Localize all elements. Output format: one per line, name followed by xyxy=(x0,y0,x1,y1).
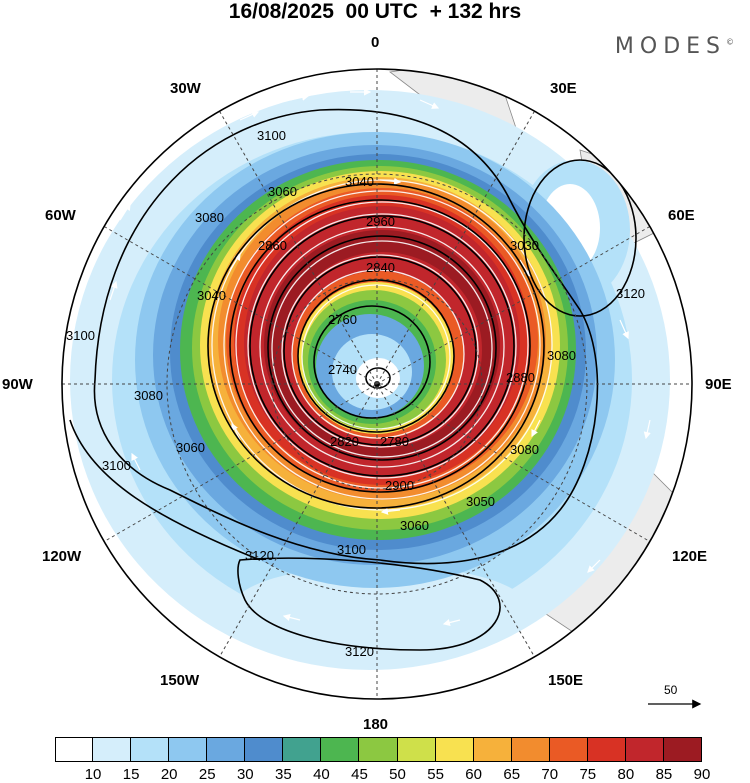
contour-label: 2900 xyxy=(385,478,414,493)
colorbar-tick-label: 60 xyxy=(465,766,482,783)
meridian-label-30w: 30W xyxy=(170,80,201,97)
contour-label: 2840 xyxy=(366,260,395,275)
contour-label: 3040 xyxy=(197,288,226,303)
meridian-label-180: 180 xyxy=(363,716,389,733)
colorbar-swatch xyxy=(473,737,512,762)
meridian-label-120e: 120E xyxy=(672,548,708,565)
colorbar-tick-label: 75 xyxy=(579,766,597,783)
contour-label: 3100 xyxy=(337,542,366,557)
colorbar-tick-label: 15 xyxy=(122,766,140,783)
colorbar-swatch xyxy=(245,737,284,762)
colorbar-tick-label: 10 xyxy=(84,766,102,783)
colorbar-swatch xyxy=(625,737,664,762)
contour-label: 2740 xyxy=(328,362,357,377)
colorbar-tick-label: 30 xyxy=(236,766,254,783)
contour-label: 2780 xyxy=(380,434,409,449)
graticule xyxy=(62,69,692,699)
colorbar-frame xyxy=(55,737,702,762)
meridian-label-30e: 30E xyxy=(550,80,577,97)
contour-label: 3080 xyxy=(547,348,576,363)
wind-speed-shading xyxy=(62,69,692,699)
height-contours xyxy=(69,108,637,651)
colorbar-swatch xyxy=(321,737,360,762)
colorbar-tick-label: 45 xyxy=(351,766,368,783)
colorbar-tick-label: 90 xyxy=(693,766,711,783)
contour-label: 3040 xyxy=(345,174,374,189)
colorbar-tick-label: 85 xyxy=(655,766,673,783)
title-date: 16/08/2025 xyxy=(228,0,334,23)
contour-label: 2960 xyxy=(366,214,395,229)
contour-label: 2760 xyxy=(328,312,357,327)
colorbar-swatch xyxy=(131,737,170,762)
title-time: 00 UTC xyxy=(345,0,418,23)
contour-label: 2860 xyxy=(258,238,287,253)
colorbar-tick-label: 50 xyxy=(389,766,406,783)
title-lead: + 132 hrs xyxy=(429,0,522,23)
colorbar-tick-label: 80 xyxy=(617,766,635,783)
contour-label: 3060 xyxy=(176,440,205,455)
colorbar-swatch xyxy=(511,737,550,762)
meridian-label-90e: 90E xyxy=(705,376,732,393)
contour-label: 3030 xyxy=(510,238,539,253)
colorbar-swatch xyxy=(397,737,436,762)
map-title: 16/08/2025 00 UTC + 132 hrs xyxy=(0,0,750,24)
colorbar-swatch xyxy=(359,737,398,762)
colorbar-swatch xyxy=(55,737,94,762)
colorbar-tick-label: 35 xyxy=(275,766,292,783)
contour-label: 3100 xyxy=(66,328,95,343)
colorbar-swatch xyxy=(549,737,588,762)
meridian-label-120w: 120W xyxy=(42,548,82,565)
contour-label: 3080 xyxy=(134,388,163,403)
contour-label: 2820 xyxy=(330,434,359,449)
map-border xyxy=(61,68,693,700)
colorbar-tick-label: 70 xyxy=(541,766,559,783)
contour-label: 3080 xyxy=(195,210,224,225)
contour-label: 3120 xyxy=(345,644,374,659)
meridian-label-60e: 60E xyxy=(668,207,695,224)
wind-vectors xyxy=(109,88,651,627)
contour-labels: 3100 3060 3080 3040 2960 2860 2840 2760 … xyxy=(66,128,645,659)
contour-label: 3120 xyxy=(245,548,274,563)
contour-label: 3100 xyxy=(102,458,131,473)
colorbar-tick-label: 55 xyxy=(427,766,444,783)
contour-label: 3080 xyxy=(510,442,539,457)
contour-label: 3060 xyxy=(400,518,429,533)
colorbar-swatch xyxy=(207,737,246,762)
contour-label: 3100 xyxy=(257,128,286,143)
colorbar-swatch xyxy=(663,737,702,762)
colorbar-swatch xyxy=(169,737,208,762)
colorbar-swatch xyxy=(283,737,322,762)
contour-label: 2880 xyxy=(506,370,535,385)
colorbar-tick-label: 25 xyxy=(198,766,216,783)
reference-vector-label: 50 xyxy=(664,683,678,697)
colorbar-swatch xyxy=(587,737,626,762)
brand-logo: MODES© xyxy=(614,34,734,59)
contour-label: 3050 xyxy=(466,494,495,509)
meridian-label-0: 0 xyxy=(371,34,380,51)
colorbar-tick-label: 20 xyxy=(160,766,178,783)
meridian-label-150w: 150W xyxy=(160,672,200,689)
colorbar-tick-label: 65 xyxy=(503,766,521,783)
colorbar-swatch xyxy=(93,737,132,762)
contour-label: 3120 xyxy=(616,286,645,301)
colorbar-swatch xyxy=(435,737,474,762)
meridian-label-150e: 150E xyxy=(548,672,584,689)
colorbar-tick-label: 40 xyxy=(313,766,330,783)
meridian-label-60w: 60W xyxy=(45,207,76,224)
contour-label: 3060 xyxy=(268,184,297,199)
meridian-label-90w: 90W xyxy=(2,376,33,393)
